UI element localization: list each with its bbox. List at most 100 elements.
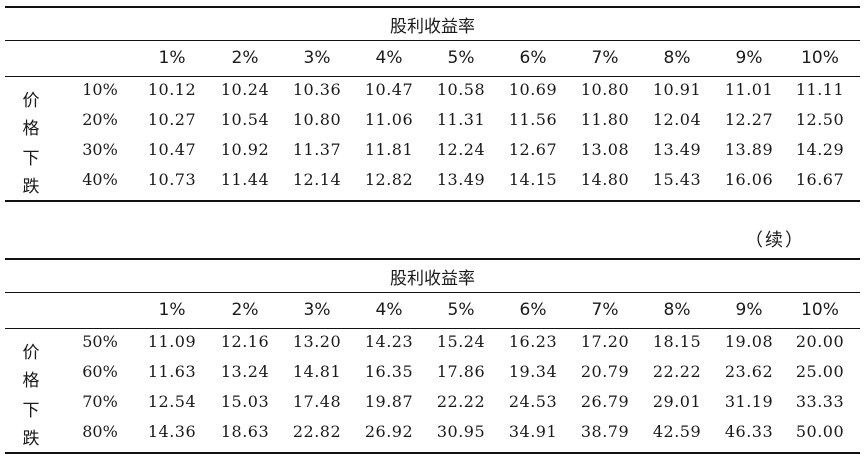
column-header: 6%	[519, 48, 547, 68]
table-cell: 13.89	[724, 140, 774, 159]
table-cell: 10.73	[147, 170, 197, 189]
row-group-char: 格	[22, 119, 40, 139]
subheader-rule	[5, 76, 860, 77]
table-cell: 12.04	[652, 110, 702, 129]
table-cell: 10.58	[436, 80, 486, 99]
table-cell: 13.20	[292, 332, 342, 351]
column-header: 6%	[519, 300, 547, 320]
table-cell: 18.63	[220, 422, 270, 441]
row-label: 20%	[82, 110, 118, 129]
subheader-rule	[5, 328, 860, 329]
row-group-char: 下	[22, 149, 40, 169]
table-top-rule	[5, 258, 860, 260]
table-cell: 14.23	[364, 332, 414, 351]
table-cell: 22.22	[436, 392, 486, 411]
table-cell: 12.67	[508, 140, 558, 159]
table-cell: 42.59	[652, 422, 702, 441]
table-cell: 15.24	[436, 332, 486, 351]
table-cell: 46.33	[724, 422, 774, 441]
table-cell: 11.06	[364, 110, 414, 129]
table-cell: 19.08	[724, 332, 774, 351]
column-header: 2%	[231, 48, 259, 68]
row-label: 50%	[82, 332, 118, 351]
table-cell: 11.11	[795, 80, 845, 99]
table-cell: 33.33	[795, 392, 845, 411]
table-cell: 50.00	[795, 422, 845, 441]
table-bottom-rule	[5, 452, 860, 454]
table-cell: 26.79	[580, 392, 630, 411]
continued-label: （续）	[745, 230, 805, 251]
column-header: 10%	[801, 48, 839, 68]
row-label: 10%	[82, 80, 118, 99]
table-cell: 11.37	[292, 140, 342, 159]
header-rule	[5, 40, 860, 41]
table-top-rule	[5, 6, 860, 8]
table-cell: 11.44	[220, 170, 270, 189]
column-header: 7%	[591, 300, 619, 320]
table-header-title: 股利收益率	[390, 269, 475, 289]
table-cell: 38.79	[580, 422, 630, 441]
table-cell: 22.22	[652, 362, 702, 381]
column-header: 9%	[735, 300, 763, 320]
row-label: 40%	[82, 170, 118, 189]
table-cell: 14.15	[508, 170, 558, 189]
table-cell: 14.80	[580, 170, 630, 189]
row-group-char: 跌	[22, 429, 40, 449]
table-cell: 14.29	[795, 140, 845, 159]
table-cell: 16.23	[508, 332, 558, 351]
table-cell: 12.16	[220, 332, 270, 351]
column-header: 1%	[158, 300, 186, 320]
column-header: 2%	[231, 300, 259, 320]
table-cell: 12.54	[147, 392, 197, 411]
table-cell: 12.27	[724, 110, 774, 129]
table-cell: 15.43	[652, 170, 702, 189]
column-header: 1%	[158, 48, 186, 68]
table-cell: 19.87	[364, 392, 414, 411]
table-cell: 14.81	[292, 362, 342, 381]
table-cell: 11.56	[508, 110, 558, 129]
table-cell: 10.12	[147, 80, 197, 99]
table-cell: 31.19	[724, 392, 774, 411]
table-cell: 19.34	[508, 362, 558, 381]
column-header: 5%	[447, 48, 475, 68]
table-cell: 23.62	[724, 362, 774, 381]
row-label: 60%	[82, 362, 118, 381]
table-cell: 11.31	[436, 110, 486, 129]
table-cell: 12.24	[436, 140, 486, 159]
table-cell: 11.63	[147, 362, 197, 381]
table-cell: 29.01	[652, 392, 702, 411]
table-cell: 20.00	[795, 332, 845, 351]
table-cell: 11.09	[147, 332, 197, 351]
table-cell: 10.36	[292, 80, 342, 99]
table-bottom-rule	[5, 200, 860, 202]
table-cell: 18.15	[652, 332, 702, 351]
column-header: 8%	[663, 48, 691, 68]
table-cell: 10.27	[147, 110, 197, 129]
row-label: 70%	[82, 392, 118, 411]
row-group-char: 跌	[22, 177, 40, 197]
table-cell: 11.80	[580, 110, 630, 129]
table-cell: 22.82	[292, 422, 342, 441]
table-cell: 20.79	[580, 362, 630, 381]
row-group-char: 价	[22, 343, 40, 363]
table-cell: 10.69	[508, 80, 558, 99]
table-header-title: 股利收益率	[390, 17, 475, 37]
header-rule	[5, 292, 860, 293]
table-cell: 17.86	[436, 362, 486, 381]
row-label: 80%	[82, 422, 118, 441]
table-cell: 10.47	[147, 140, 197, 159]
table-cell: 34.91	[508, 422, 558, 441]
table-cell: 16.67	[795, 170, 845, 189]
table-cell: 13.24	[220, 362, 270, 381]
row-group-char: 格	[22, 371, 40, 391]
table-cell: 10.80	[580, 80, 630, 99]
column-header: 3%	[303, 300, 331, 320]
column-header: 8%	[663, 300, 691, 320]
table-cell: 12.50	[795, 110, 845, 129]
row-label: 30%	[82, 140, 118, 159]
column-header: 7%	[591, 48, 619, 68]
table-cell: 10.47	[364, 80, 414, 99]
column-header: 5%	[447, 300, 475, 320]
table-cell: 12.14	[292, 170, 342, 189]
table-cell: 15.03	[220, 392, 270, 411]
